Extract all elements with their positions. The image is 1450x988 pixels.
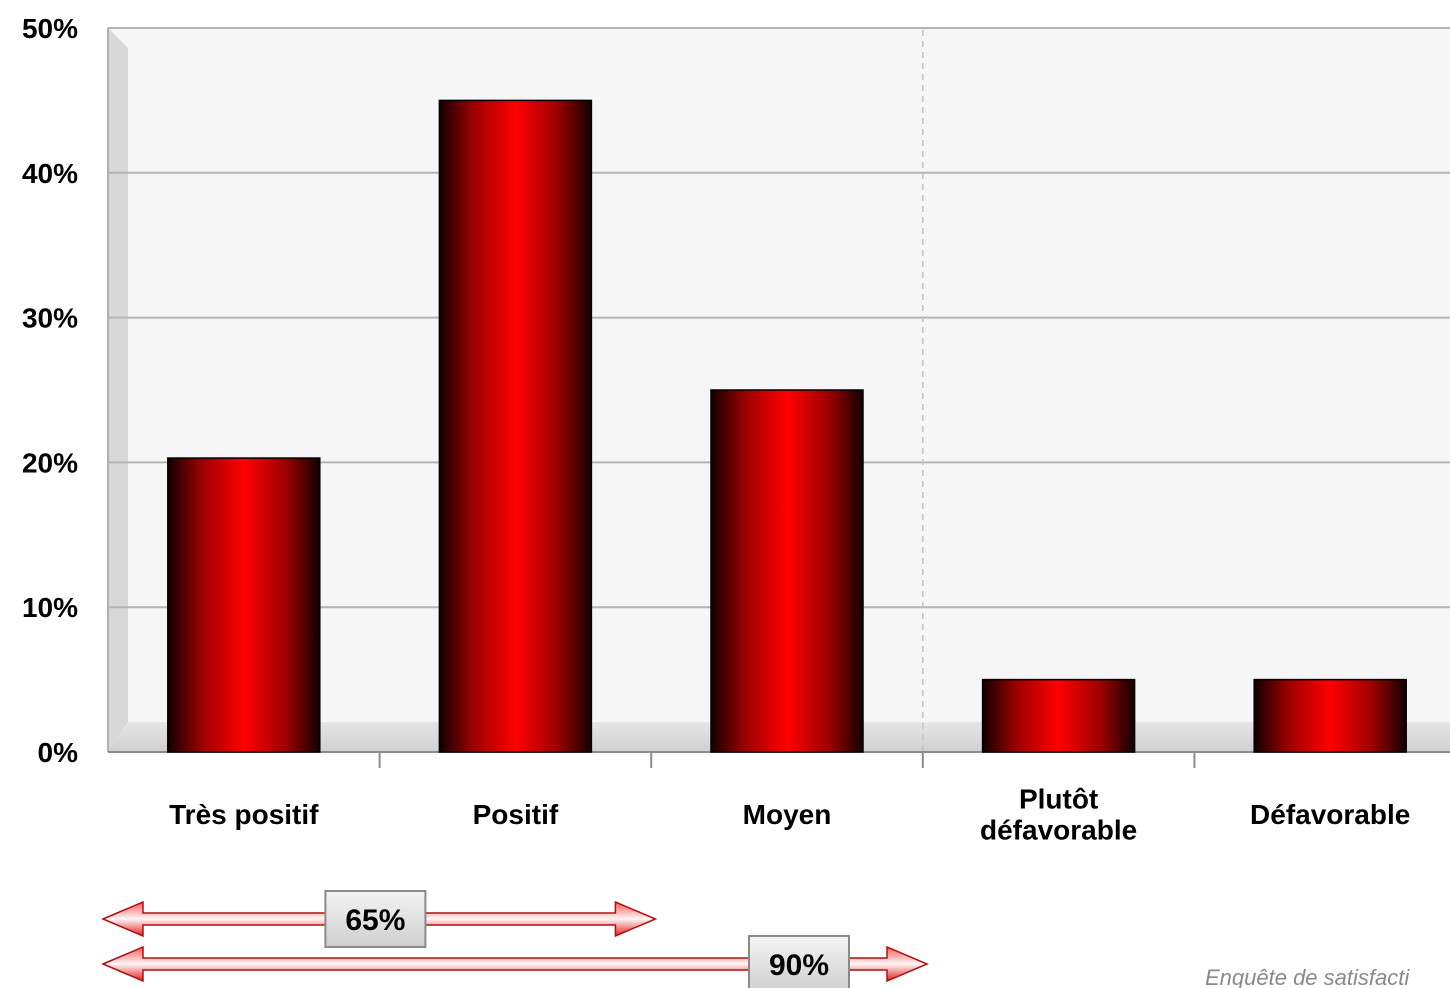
bars bbox=[167, 99, 1407, 753]
source-note: Enquête de satisfacti bbox=[1205, 965, 1410, 988]
range-label-box bbox=[748, 935, 850, 988]
y-axis: 0% 10% 20% 30% 40% 50% bbox=[22, 13, 78, 768]
y-tick-label: 50% bbox=[22, 13, 78, 44]
y-tick-label: 40% bbox=[22, 158, 78, 189]
range-label: 90% bbox=[769, 949, 829, 982]
bar bbox=[438, 99, 593, 753]
range-arrow bbox=[101, 945, 929, 983]
x-tick-label: Positif bbox=[473, 799, 559, 830]
range-label: 65% bbox=[345, 904, 405, 937]
y-tick-label: 0% bbox=[38, 737, 79, 768]
x-tick-label: Plutôt défavorable bbox=[980, 784, 1137, 846]
y-tick-label: 30% bbox=[22, 303, 78, 334]
annotations: 65% 90% bbox=[101, 890, 929, 988]
bar bbox=[167, 457, 321, 753]
bar bbox=[710, 389, 864, 753]
x-axis: Très positif Positif Moyen Plutôt défavorabl… bbox=[169, 784, 1410, 846]
bar bbox=[981, 678, 1136, 753]
range-label-box bbox=[324, 890, 427, 948]
x-tick-label: Défavorable bbox=[1250, 799, 1410, 830]
x-tick-label: Très positif bbox=[169, 799, 319, 830]
y-tick-label: 10% bbox=[22, 592, 78, 623]
y-tick-label: 20% bbox=[22, 447, 78, 478]
bar bbox=[1253, 678, 1407, 753]
x-tick-label: Moyen bbox=[743, 799, 832, 830]
